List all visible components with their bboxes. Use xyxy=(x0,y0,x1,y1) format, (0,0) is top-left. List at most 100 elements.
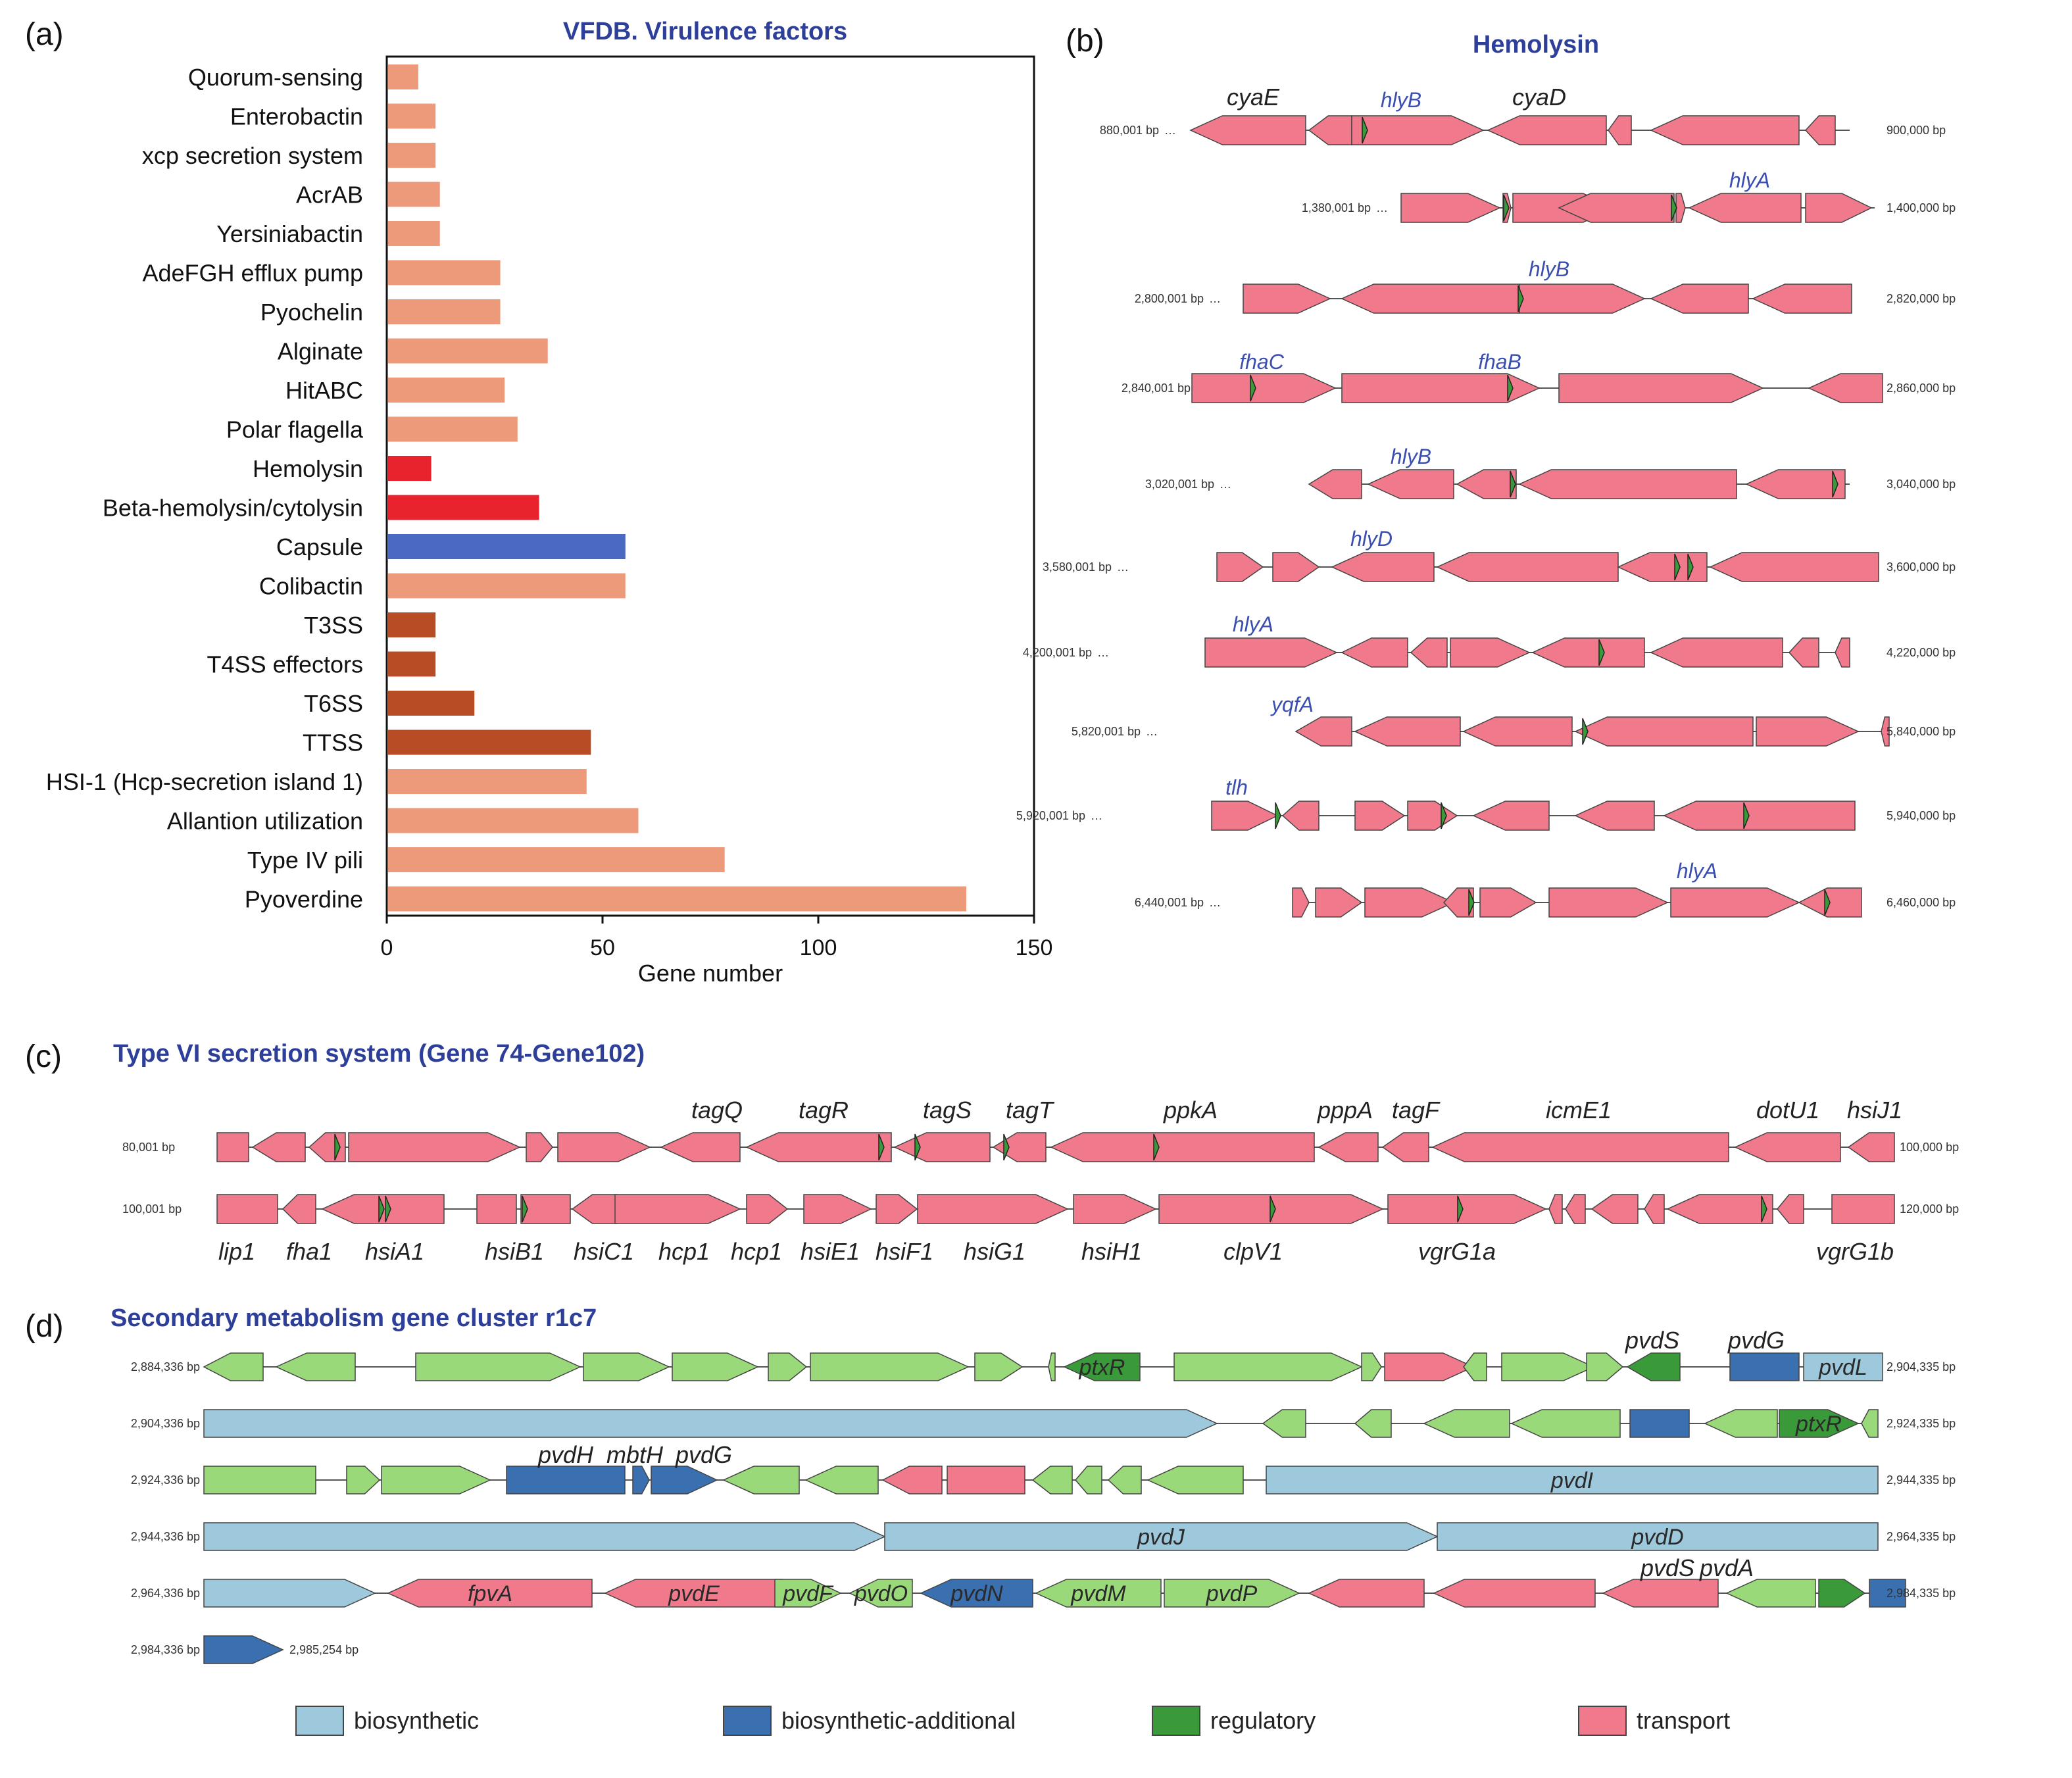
category-label: TTSS xyxy=(303,729,363,756)
category-label: T3SS xyxy=(304,612,363,639)
start-coordinate: 880,001 bp xyxy=(1100,124,1159,137)
gene-arrow xyxy=(745,1132,892,1162)
ellipsis: … xyxy=(1146,725,1158,738)
gene-name: tagT xyxy=(1006,1097,1055,1124)
gene-arrow xyxy=(1164,1579,1300,1608)
end-coordinate: 120,000 bp xyxy=(1900,1202,1959,1216)
category-label: Pyoverdine xyxy=(245,886,363,913)
category-label: Capsule xyxy=(276,533,363,560)
gene-name: pvdF xyxy=(782,1581,834,1606)
gene-arrow xyxy=(1341,637,1408,668)
gene-name: pvdG xyxy=(675,1441,732,1468)
gene-arrow xyxy=(1734,1132,1841,1162)
bar-group xyxy=(388,64,967,912)
gene-name: fha1 xyxy=(286,1238,332,1265)
gene-arrow xyxy=(1191,373,1337,403)
legend-label: biosynthetic xyxy=(354,1707,479,1734)
gene-arrow xyxy=(1364,887,1455,918)
small-gene xyxy=(1250,374,1256,402)
gene-arrow xyxy=(1803,1352,1883,1381)
gene-name: pvdN xyxy=(950,1581,1003,1606)
gene-name: hsiF1 xyxy=(876,1238,933,1265)
gene-arrow xyxy=(1341,284,1520,314)
category-label: xcp secretion system xyxy=(142,142,363,169)
legend-swatch xyxy=(723,1706,772,1736)
end-coordinate: 5,940,000 bp xyxy=(1887,809,1956,822)
gene-arrow xyxy=(1266,1466,1879,1494)
panel-d-title: Secondary metabolism gene cluster r1c7 xyxy=(111,1304,597,1332)
gene-arrow xyxy=(1423,1409,1510,1438)
end-coordinate: 2,924,335 bp xyxy=(1887,1417,1956,1430)
gene-arrow xyxy=(1462,716,1573,747)
gene-arrow xyxy=(1510,1409,1621,1438)
gene-arrow xyxy=(1779,1409,1860,1438)
gene-arrow xyxy=(876,1194,918,1224)
bar xyxy=(388,691,475,716)
gene-arrow xyxy=(1243,284,1331,314)
gene-arrow xyxy=(1548,1194,1563,1224)
bar xyxy=(388,534,626,559)
gene-arrow xyxy=(660,1132,741,1162)
gene-arrow xyxy=(1437,1522,1879,1551)
track: 5,920,001 bp … 5,940,000 bp tlh xyxy=(1016,776,1956,831)
gene-arrow xyxy=(1173,1352,1363,1381)
ellipsis: … xyxy=(1220,478,1231,491)
start-coordinate: 2,924,336 bp xyxy=(131,1473,200,1487)
bar xyxy=(388,456,432,481)
bar xyxy=(388,769,587,794)
gene-name: hlyB xyxy=(1529,257,1569,281)
gene-arrow xyxy=(1756,716,1860,747)
gene-arrow xyxy=(1308,1579,1425,1608)
gene-row: 80,001 bp 100,000 bp tagQ tagR tagS tagT ppkA p… xyxy=(122,1097,1959,1162)
track: 6,440,001 bp … 6,460,000 bp hlyA xyxy=(1135,859,1956,918)
gene-arrow xyxy=(348,1132,521,1162)
small-gene xyxy=(914,1133,921,1161)
gene-arrow xyxy=(1574,801,1655,831)
gene-arrow xyxy=(203,1409,1218,1438)
gene-arrow xyxy=(1650,284,1749,314)
panel-c: (c) Type VI secretion system (Gene 74-Ge… xyxy=(25,1039,1959,1265)
gene-arrow xyxy=(1869,1579,1906,1608)
end-coordinate: 5,840,000 bp xyxy=(1887,725,1956,738)
end-coordinate: 100,000 bp xyxy=(1900,1141,1959,1154)
gene-name: pppA xyxy=(1317,1097,1373,1124)
gene-name: hsiA1 xyxy=(365,1238,424,1265)
gene-arrow xyxy=(1666,1194,1773,1224)
gene-arrow xyxy=(1818,1579,1866,1608)
gene-arrow xyxy=(1035,1579,1162,1608)
gene-arrow xyxy=(203,1522,886,1551)
gene-arrow xyxy=(774,1579,842,1608)
cluster-row: 2,944,336 bp pvdJ pvdD 2,964,335 bp xyxy=(131,1522,1956,1551)
gene-arrow xyxy=(1456,469,1517,499)
end-coordinate: 2,964,335 bp xyxy=(1887,1530,1956,1543)
gene-arrow xyxy=(803,1194,872,1224)
gene-arrow xyxy=(1861,1409,1879,1438)
gene-name: cyaD xyxy=(1512,84,1566,111)
ellipsis: … xyxy=(1117,560,1129,574)
gene-name: pvdP xyxy=(1206,1581,1258,1606)
legend-item: transport xyxy=(1578,1706,1730,1736)
gene-arrow xyxy=(1295,716,1352,747)
tick-label: 150 xyxy=(1016,935,1053,960)
gene-arrow xyxy=(557,1132,651,1162)
category-labels: Quorum-sensing Enterobactin xcp secretion … xyxy=(46,64,364,913)
gene-arrow xyxy=(387,1579,593,1608)
ellipsis: … xyxy=(1209,896,1221,909)
start-coordinate: 2,840,001 bp xyxy=(1122,382,1191,395)
gene-arrow xyxy=(1107,1466,1142,1494)
gene-name: hsiH1 xyxy=(1081,1238,1142,1265)
bar xyxy=(388,886,967,912)
small-gene xyxy=(1362,116,1368,144)
gene-name: pvdE xyxy=(668,1581,720,1606)
gene-arrow xyxy=(1147,1466,1244,1494)
gene-name: pvdG xyxy=(1727,1327,1785,1354)
gene-arrow xyxy=(1407,801,1458,831)
cluster-row: 2,984,336 bp 2,985,254 bp xyxy=(131,1635,358,1664)
gene-arrow xyxy=(1725,1579,1816,1608)
gene-arrow xyxy=(1308,469,1362,499)
start-coordinate: 2,800,001 bp xyxy=(1135,292,1204,305)
gene-arrow xyxy=(1881,716,1890,747)
gene-name: lip1 xyxy=(218,1238,255,1265)
gene-arrow xyxy=(1292,887,1310,918)
